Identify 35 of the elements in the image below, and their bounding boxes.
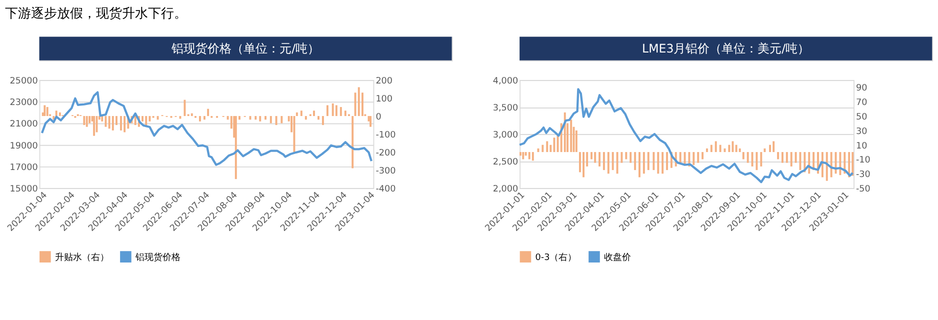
text: 下游逐步放假，现货升水下行。 <box>5 6 188 22</box>
line-series <box>40 91 373 166</box>
y-tick-label: 2,500 <box>492 157 518 168</box>
y-tick-label: 4,000 <box>492 76 518 86</box>
y-tick-label: 25000 <box>10 76 38 86</box>
y2-tick-label: -200 <box>376 148 396 158</box>
y-tick-label: 3,000 <box>492 130 518 140</box>
y2-tick-label: -100 <box>376 130 396 140</box>
y-tick-label: 3,500 <box>492 103 518 114</box>
y-tick-label: 2,000 <box>492 184 518 194</box>
y2-tick-label: -400 <box>376 184 396 194</box>
y-tick-label: 17000 <box>10 162 38 173</box>
y2-tick-label: 70 <box>856 98 868 108</box>
y2-tick-label: 30 <box>856 126 868 137</box>
y-tick-label: 19000 <box>10 141 38 152</box>
legend-label: 升贴水（右） <box>55 252 110 263</box>
y2-tick-label: -300 <box>376 166 396 176</box>
chart-title: 铝现货价格（单位：元/吨） <box>170 42 320 56</box>
y-tick-label: 15000 <box>10 184 38 194</box>
y2-tick-label: 0 <box>376 112 382 122</box>
y2-tick-label: 10 <box>856 141 868 152</box>
y2-tick-label: 50 <box>856 112 868 122</box>
y2-tick-label: 100 <box>376 94 393 104</box>
y2-tick-label: 90 <box>856 84 868 94</box>
y-tick-label: 21000 <box>10 120 38 130</box>
y-tick-label: 23000 <box>10 98 38 108</box>
y2-tick-label: 200 <box>376 76 393 86</box>
legend-label: 0-3（右） <box>535 252 577 263</box>
y2-tick-label: -30 <box>856 170 871 180</box>
legend-label: 铝现货价格 <box>134 252 181 263</box>
y2-tick-label: -50 <box>856 184 871 194</box>
y2-tick-label: -10 <box>856 156 871 166</box>
line-series <box>518 88 854 184</box>
legend-label: 收盘价 <box>604 252 632 263</box>
chart-title: LME3月铝价（单位：美元/吨） <box>642 42 810 56</box>
